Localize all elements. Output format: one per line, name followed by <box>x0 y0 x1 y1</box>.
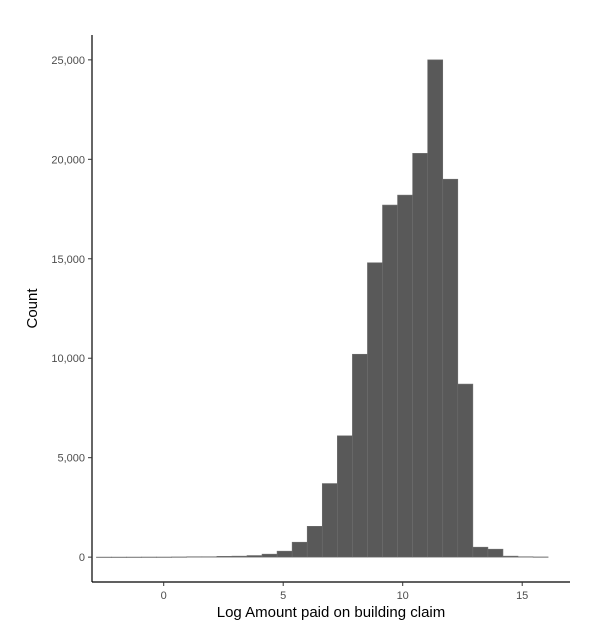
x-axis-title: Log Amount paid on building claim <box>217 604 446 621</box>
histogram-bar <box>442 178 459 558</box>
histogram-bar <box>472 546 489 558</box>
histogram-bar <box>337 435 353 558</box>
histogram-bars <box>96 59 549 558</box>
histogram-bar <box>231 555 248 558</box>
histogram-bar <box>367 262 383 558</box>
histogram-bar <box>397 194 413 558</box>
x-tick-label: 10 <box>397 590 409 602</box>
histogram-bar <box>291 541 308 558</box>
histogram-bar <box>216 556 233 558</box>
x-tick-label: 5 <box>280 590 286 602</box>
histogram-bar <box>246 555 263 558</box>
x-axis-ticks: 0 5 10 15 <box>161 582 528 602</box>
y-tick-label: 20,000 <box>51 154 85 166</box>
histogram-bar <box>352 353 368 558</box>
y-tick-label: 15,000 <box>51 254 85 266</box>
y-tick-label: 25,000 <box>51 55 85 67</box>
histogram-bar <box>412 153 428 558</box>
histogram-bar <box>457 383 474 558</box>
y-axis-ticks: 0 5,000 10,000 15,000 20,000 25,000 <box>51 55 92 564</box>
histogram-bar <box>321 483 338 558</box>
histogram-bar <box>427 59 444 558</box>
histogram-bar <box>306 526 323 558</box>
y-tick-label: 10,000 <box>51 353 85 365</box>
y-tick-label: 5,000 <box>57 453 85 465</box>
x-tick-label: 15 <box>516 590 528 602</box>
histogram-bar <box>382 204 398 558</box>
x-tick-label: 0 <box>161 590 167 602</box>
histogram-bar <box>261 553 278 558</box>
histogram-bar <box>502 555 519 558</box>
y-tick-label: 0 <box>79 552 85 564</box>
histogram-bar <box>487 548 504 558</box>
histogram-bar <box>276 550 293 558</box>
y-axis-title: Count <box>24 288 41 329</box>
